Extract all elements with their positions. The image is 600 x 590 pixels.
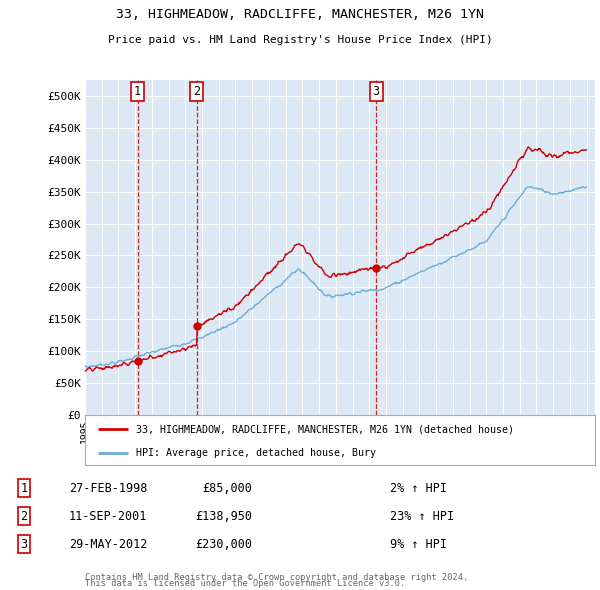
Text: 3: 3 <box>373 85 380 98</box>
Text: 1: 1 <box>134 85 141 98</box>
Text: 29-MAY-2012: 29-MAY-2012 <box>69 537 148 550</box>
Text: £85,000: £85,000 <box>202 481 252 494</box>
Text: 2: 2 <box>20 510 28 523</box>
Text: 2: 2 <box>193 85 200 98</box>
Text: HPI: Average price, detached house, Bury: HPI: Average price, detached house, Bury <box>136 447 376 457</box>
Text: 2% ↑ HPI: 2% ↑ HPI <box>390 481 447 494</box>
Text: This data is licensed under the Open Government Licence v3.0.: This data is licensed under the Open Gov… <box>85 579 405 588</box>
Text: £138,950: £138,950 <box>195 510 252 523</box>
Text: 1: 1 <box>20 481 28 494</box>
Text: Price paid vs. HM Land Registry's House Price Index (HPI): Price paid vs. HM Land Registry's House … <box>107 35 493 45</box>
Text: 9% ↑ HPI: 9% ↑ HPI <box>390 537 447 550</box>
Text: Contains HM Land Registry data © Crown copyright and database right 2024.: Contains HM Land Registry data © Crown c… <box>85 573 468 582</box>
Text: 33, HIGHMEADOW, RADCLIFFE, MANCHESTER, M26 1YN: 33, HIGHMEADOW, RADCLIFFE, MANCHESTER, M… <box>116 8 484 21</box>
Text: 33, HIGHMEADOW, RADCLIFFE, MANCHESTER, M26 1YN (detached house): 33, HIGHMEADOW, RADCLIFFE, MANCHESTER, M… <box>136 424 514 434</box>
Text: 27-FEB-1998: 27-FEB-1998 <box>69 481 148 494</box>
Text: £230,000: £230,000 <box>195 537 252 550</box>
Text: 11-SEP-2001: 11-SEP-2001 <box>69 510 148 523</box>
Text: 3: 3 <box>20 537 28 550</box>
Text: 23% ↑ HPI: 23% ↑ HPI <box>390 510 454 523</box>
